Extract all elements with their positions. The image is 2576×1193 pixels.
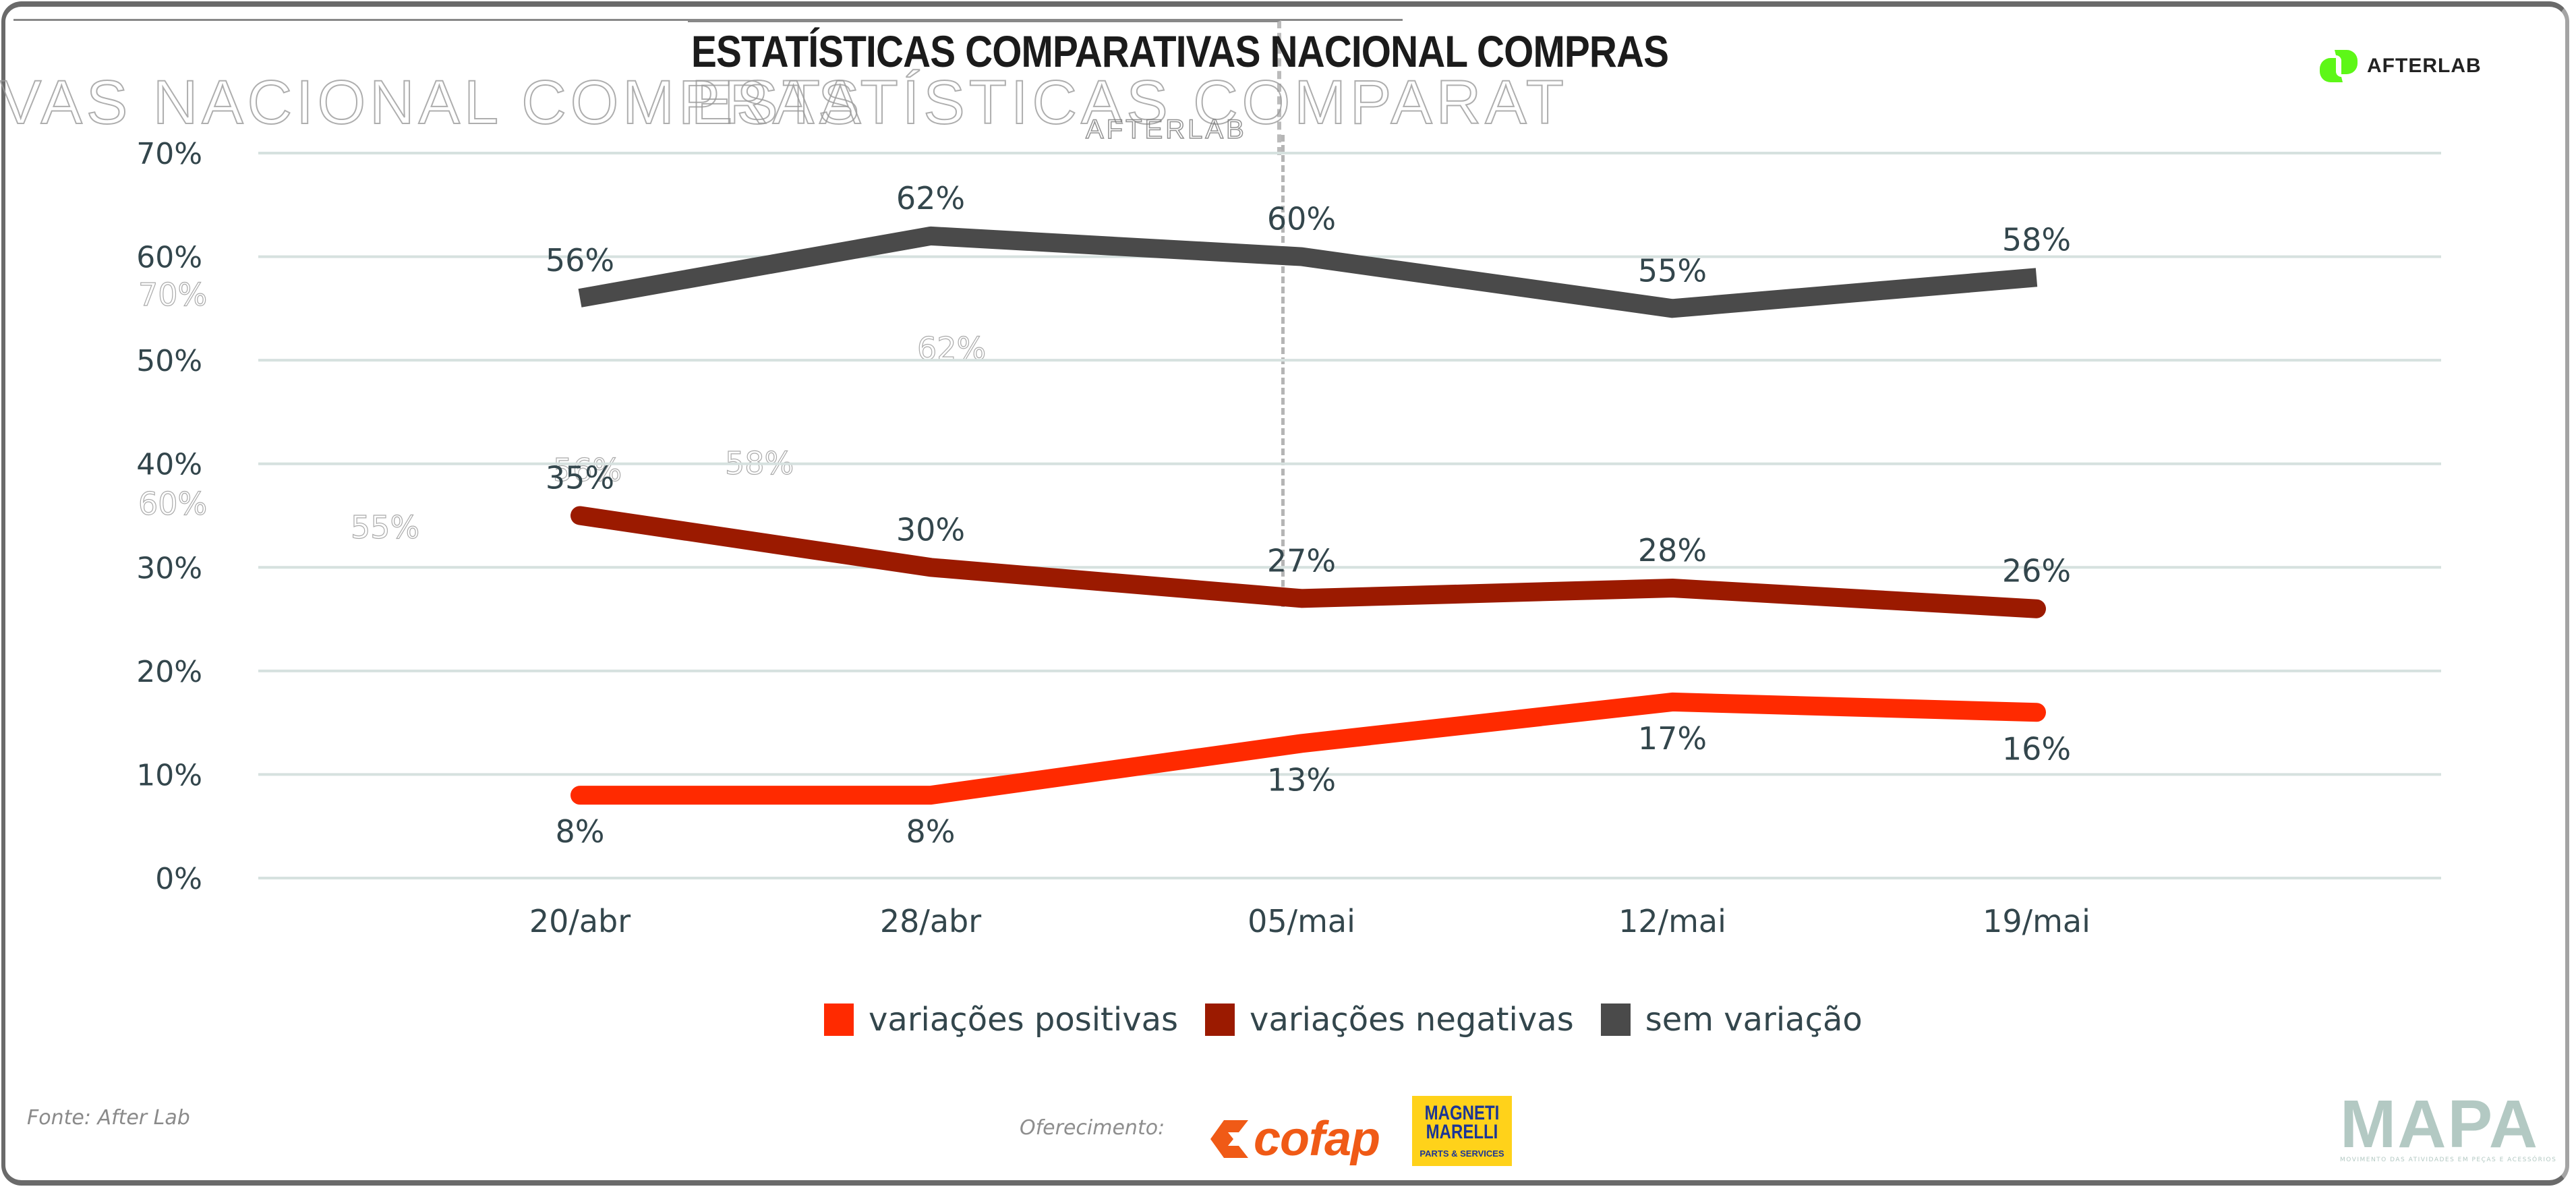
chart-legend: variações positivas variações negativas … <box>824 999 1890 1040</box>
series-line-1 <box>570 506 2046 618</box>
x-tick-label: 20/abr <box>529 903 631 939</box>
mapa-wordmark: MAPA <box>2340 1086 2540 1162</box>
data-label: 58% <box>2002 221 2071 258</box>
x-axis-ticks: 20/abr 28/abr 05/mai 12/mai 19/mai <box>529 903 2090 939</box>
y-tick-label: 10% <box>136 758 202 792</box>
marelli-name-line2: MARELLI <box>1426 1121 1498 1143</box>
data-label: 26% <box>2002 553 2071 589</box>
afterlab-logo-icon <box>2320 50 2358 82</box>
y-tick-label: 50% <box>136 344 202 378</box>
frame-inner-rule <box>13 19 1403 21</box>
data-label: 62% <box>896 180 965 216</box>
selection-ghost-box <box>688 20 1281 155</box>
x-tick-label: 28/abr <box>880 903 981 939</box>
legend-label-negativas: variações negativas <box>1250 1001 1574 1039</box>
magneti-marelli-logo: MAGNETI MARELLI PARTS & SERVICES <box>1412 1096 1512 1166</box>
legend-swatch-positivas <box>824 1003 854 1036</box>
sponsor-label: Oferecimento: <box>1020 1116 1165 1140</box>
legend-swatch-sem-variacao <box>1600 1003 1631 1036</box>
ghost-pct-4: 56% <box>552 451 622 488</box>
data-label: 55% <box>1638 252 1707 289</box>
cofap-logo: cofap <box>1210 1111 1380 1167</box>
x-tick-label: 19/mai <box>1983 903 2090 939</box>
data-label: 60% <box>1267 201 1336 237</box>
legend-item-positivas: variações positivas <box>824 1001 1178 1039</box>
afterlab-logo: AFTERLAB <box>2320 46 2482 86</box>
mapa-logo: MAPA MOVIMENTO DAS ATIVIDADES EM PEÇAS E… <box>2340 1086 2557 1163</box>
series-line-2 <box>578 226 2038 318</box>
legend-label-positivas: variações positivas <box>869 1001 1179 1039</box>
ghost-dashed-guide <box>1281 135 1285 607</box>
mapa-tagline: MOVIMENTO DAS ATIVIDADES EM PEÇAS E ACES… <box>2340 1157 2557 1163</box>
data-label: 8% <box>556 813 605 850</box>
series-lines <box>570 226 2046 805</box>
data-label: 28% <box>1638 532 1707 569</box>
data-labels: 8% 8% 13% 17% 16% 35% 30% 27% 28% 26% 56% 62% 60% 55%… <box>546 180 2071 850</box>
y-tick-label: 40% <box>136 448 202 482</box>
marelli-name-line1: MAGNETI <box>1424 1102 1500 1124</box>
x-tick-label: 12/mai <box>1618 903 1726 939</box>
y-tick-label: 70% <box>136 137 202 171</box>
ghost-afterlab-fragment: AFTERLAB <box>1085 114 1247 145</box>
legend-item-sem-variacao: sem variação <box>1600 1001 1863 1039</box>
cofap-wordmark: cofap <box>1254 1112 1380 1166</box>
data-label: 16% <box>2002 730 2071 767</box>
ghost-pct-3: 55% <box>350 508 420 546</box>
y-tick-label: 0% <box>155 862 202 896</box>
ghost-pct-2: 60% <box>138 485 208 522</box>
legend-label-sem-variacao: sem variação <box>1645 1001 1863 1039</box>
y-tick-label: 60% <box>136 241 202 275</box>
afterlab-wordmark: AFTERLAB <box>2367 55 2482 77</box>
ghost-title-fragment-left: VAS NACIONAL COMPRAS <box>0 67 864 138</box>
data-label: 30% <box>896 511 965 548</box>
ghost-title-fragment-mid: ESTATÍSTICAS COMPARAT <box>691 67 1568 138</box>
x-tick-label: 05/mai <box>1248 903 1355 939</box>
data-label: 13% <box>1267 761 1336 798</box>
y-tick-label: 30% <box>136 551 202 585</box>
source-note: Fonte: After Lab <box>27 1106 190 1130</box>
y-axis-ticks: 0% 10% 20% 30% 40% 50% 60% 70% <box>136 137 202 896</box>
ghost-pct-1: 70% <box>138 276 208 313</box>
chart-title: ESTATÍSTICAS COMPARATIVAS NACIONAL COMPR… <box>691 26 1669 76</box>
legend-swatch-negativas <box>1205 1003 1235 1036</box>
y-tick-label: 20% <box>136 655 202 689</box>
data-label: 8% <box>906 813 956 850</box>
legend-item-negativas: variações negativas <box>1205 1001 1574 1039</box>
data-label: 56% <box>546 242 614 279</box>
data-label: 17% <box>1638 720 1707 757</box>
data-label: 27% <box>1267 542 1336 579</box>
cofap-logo-icon <box>1210 1120 1248 1158</box>
data-label: 35% <box>546 460 614 496</box>
series-line-0 <box>570 692 2046 805</box>
marelli-tagline: PARTS & SERVICES <box>1419 1148 1504 1159</box>
